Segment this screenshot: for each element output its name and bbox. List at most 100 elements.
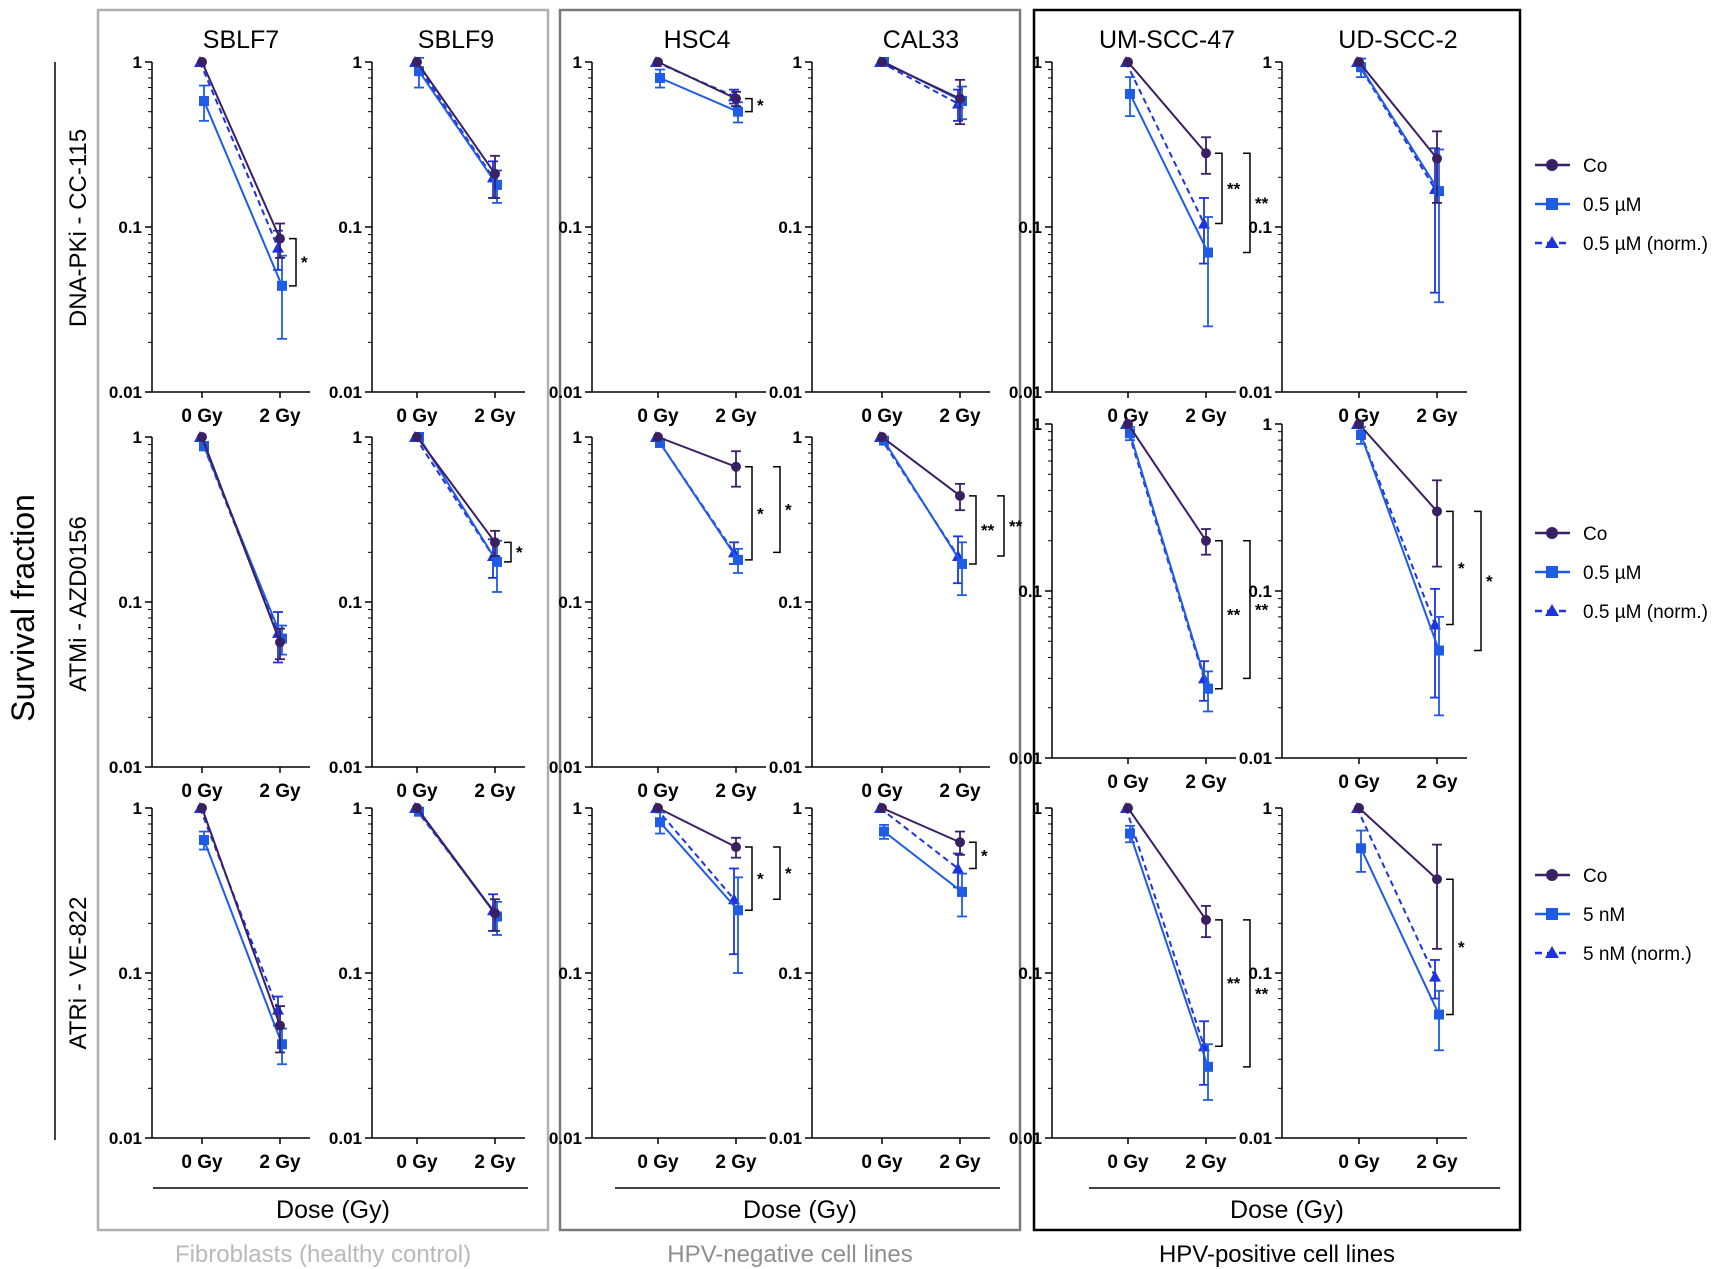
series-co — [412, 57, 500, 199]
legend-normalized-marker — [1545, 946, 1559, 958]
series-co — [412, 803, 500, 932]
y-tick-label: 1 — [1263, 415, 1272, 434]
significance-bracket: * — [504, 541, 523, 563]
significance-label: ** — [1255, 194, 1269, 213]
x-tick-label: 2 Gy — [474, 781, 516, 802]
series-normalized — [1351, 418, 1441, 699]
x-tick-label: 0 Gy — [861, 406, 903, 427]
series-treated — [1125, 824, 1213, 1101]
y-tick-label: 0.01 — [109, 1129, 142, 1148]
significance-bracket: * — [745, 96, 764, 115]
x-tick-label: 0 Gy — [1338, 1152, 1380, 1173]
x-tick-label: 0 Gy — [637, 406, 679, 427]
series-line-treated — [1129, 93, 1209, 254]
data-point-co — [490, 168, 500, 179]
bracket-line — [997, 495, 1005, 557]
x-tick-label: 0 Gy — [1338, 772, 1380, 793]
series-line-treated — [659, 442, 739, 561]
data-point-treated — [655, 72, 665, 83]
data-point-co — [653, 432, 663, 442]
y-tick-label: 1 — [793, 428, 802, 447]
series-treated — [655, 68, 743, 124]
significance-label: * — [1486, 572, 1493, 591]
data-point-co — [197, 432, 207, 442]
series-line-co — [416, 807, 496, 914]
series-line-treated — [1360, 66, 1440, 192]
series-line-normalized — [199, 807, 279, 1010]
series-line-treated — [659, 821, 739, 911]
data-point-co — [1354, 803, 1364, 813]
significance-label: ** — [981, 521, 995, 540]
legend-3: Co 5 nM 5 nM (norm.) — [1535, 866, 1692, 965]
data-point-treated — [655, 437, 665, 448]
data-point-co — [490, 908, 500, 919]
series-normalized — [1120, 418, 1210, 702]
data-point-co — [412, 57, 422, 67]
data-point-co — [1123, 803, 1133, 813]
x-tick-label: 0 Gy — [1107, 406, 1149, 427]
column-title: CAL33 — [883, 26, 959, 54]
series-co — [197, 432, 285, 661]
y-tick-label: 0.01 — [1239, 749, 1272, 768]
panel-cal33-row2: 1 0.1 0.01 0 Gy 2 Gy ** ** — [769, 428, 1023, 802]
legend-co-label: Co — [1583, 156, 1607, 177]
data-point-treated — [199, 441, 209, 452]
y-tick-label: 0.1 — [118, 218, 142, 237]
group-label-3: HPV-positive cell lines — [1159, 1241, 1395, 1268]
group-x-axis-label: Dose (Gy) — [276, 1196, 390, 1224]
panel-hsc4-row2: 1 0.1 0.01 0 Gy 2 Gy * * — [549, 428, 792, 802]
panel-sblf7-row1: 1 0.1 0.01 0 Gy 2 Gy * — [109, 53, 310, 427]
series-normalized — [1120, 56, 1210, 265]
series-line-treated — [1129, 432, 1209, 689]
panel-ud-scc-2-row1: 1 0.1 0.01 0 Gy 2 Gy — [1239, 53, 1467, 427]
series-treated — [199, 830, 287, 1066]
data-point-treated — [199, 834, 209, 845]
y-tick-label: 0.1 — [778, 593, 802, 612]
series-co — [1123, 57, 1211, 175]
y-tick-label: 0.01 — [109, 758, 142, 777]
data-point-normalized — [272, 241, 284, 253]
data-point-co — [955, 490, 965, 501]
significance-bracket: * — [1446, 878, 1465, 1016]
x-tick-label: 2 Gy — [939, 1152, 981, 1173]
data-point-treated — [277, 1039, 287, 1050]
data-point-co — [1432, 874, 1442, 885]
series-line-normalized — [1356, 807, 1436, 978]
y-tick-label: 0.01 — [769, 1129, 802, 1148]
series-treated — [414, 806, 502, 936]
bracket-line — [1215, 919, 1223, 1047]
legend-treated-marker — [1546, 908, 1558, 920]
data-point-treated — [733, 905, 743, 916]
data-point-co — [1354, 419, 1364, 429]
y-tick-label: 0.1 — [1248, 218, 1272, 237]
series-line-normalized — [414, 61, 494, 178]
significance-bracket: ** — [1243, 919, 1269, 1068]
legend-treated-marker — [1546, 198, 1558, 210]
group-label-2: HPV-negative cell lines — [667, 1241, 912, 1268]
series-line-co — [1358, 423, 1438, 512]
y-tick-label: 0.01 — [1009, 383, 1042, 402]
x-tick-label: 2 Gy — [1416, 406, 1458, 427]
column-title: UM-SCC-47 — [1099, 26, 1235, 54]
data-point-co — [877, 432, 887, 442]
x-tick-label: 2 Gy — [939, 406, 981, 427]
data-point-treated — [733, 554, 743, 565]
y-tick-label: 0.1 — [118, 964, 142, 983]
series-line-co — [881, 436, 961, 497]
series-normalized — [194, 431, 284, 664]
bracket-line — [1243, 919, 1251, 1068]
series-co — [1354, 803, 1442, 950]
series-co — [653, 803, 741, 859]
data-point-co — [275, 637, 285, 648]
panel-um-scc-47-row3: 1 0.1 0.01 0 Gy 2 Gy ** ** — [1009, 799, 1269, 1173]
series-treated — [879, 435, 967, 597]
data-point-treated — [199, 96, 209, 107]
y-tick-label: 0.01 — [109, 383, 142, 402]
series-co — [1123, 803, 1211, 939]
bracket-line — [745, 846, 753, 912]
data-point-normalized — [728, 546, 740, 558]
row-label-1: DNA-PKi - CC-115 — [65, 129, 92, 327]
legend-normalized-label: 0.5 µM (norm.) — [1583, 234, 1708, 255]
panel-ud-scc-2-row3: 1 0.1 0.01 0 Gy 2 Gy * — [1239, 799, 1467, 1173]
data-point-treated — [1203, 1061, 1213, 1072]
